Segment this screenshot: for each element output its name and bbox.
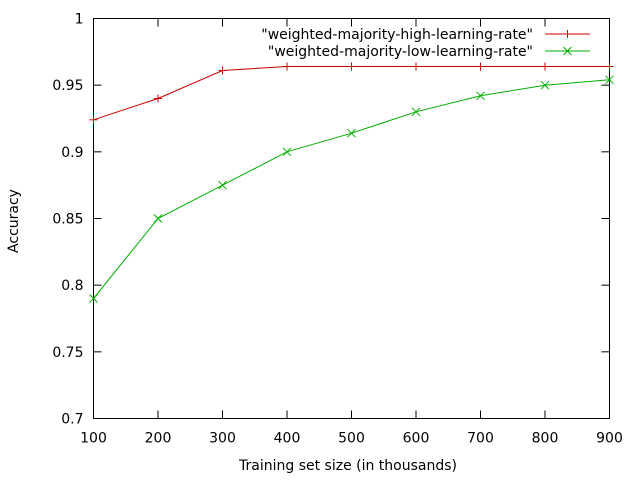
- data-point: [282, 147, 292, 157]
- x-tick-label: 100: [80, 431, 107, 447]
- data-point: [476, 62, 485, 71]
- series-1: [89, 62, 614, 124]
- data-point: [153, 214, 163, 223]
- data-point: [347, 128, 356, 138]
- data-point: [218, 180, 227, 190]
- x-tick-label: 300: [209, 431, 236, 447]
- series-line: [93, 79, 610, 299]
- series-line: [93, 66, 610, 121]
- y-tick-label: 0.8: [61, 278, 83, 294]
- y-tick-label: 0.9: [61, 145, 83, 161]
- y-tick-label: 0.75: [52, 345, 83, 361]
- x-tick-label: 900: [596, 431, 623, 447]
- data-point: [541, 62, 549, 71]
- data-point: [476, 91, 485, 101]
- x-tick-label: 500: [338, 431, 365, 447]
- data-point: [540, 80, 550, 90]
- legend: "weighted-majority-high-learning-rate""w…: [261, 27, 590, 60]
- y-axis-label: Accuracy: [6, 189, 22, 253]
- x-tick-label: 700: [467, 431, 494, 447]
- y-tick-label: 0.7: [61, 412, 83, 428]
- y-tick-label: 0.95: [52, 78, 83, 94]
- data-point: [154, 94, 162, 103]
- data-point: [605, 75, 614, 85]
- x-tick-label: 400: [274, 431, 301, 447]
- data-point: [283, 62, 291, 71]
- data-point: [412, 62, 420, 71]
- data-point: [347, 62, 356, 71]
- axis-ticks: 0.7 0.75 0.8 0.85 0.9 0.95 1 100 200 300 400 500 600…: [52, 12, 623, 447]
- legend-item: "weighted-majority-high-learning-rate": [261, 27, 590, 43]
- y-tick-label: 0.85: [52, 212, 83, 228]
- data-point: [218, 66, 227, 75]
- plot-frame: [93, 18, 610, 419]
- data-point: [89, 294, 98, 303]
- legend-item: "weighted-majority-low-learning-rate": [268, 44, 590, 60]
- y-tick-label: 1: [75, 12, 84, 28]
- x-tick-label: 200: [145, 431, 172, 447]
- series-layer: [89, 62, 614, 303]
- legend-marker: [563, 30, 572, 38]
- data-point: [411, 107, 421, 117]
- legend-marker: [563, 46, 572, 56]
- legend-label: "weighted-majority-high-learning-rate": [261, 27, 533, 43]
- x-tick-label: 800: [532, 431, 559, 447]
- series-2: [89, 75, 614, 303]
- x-tick-label: 600: [403, 431, 430, 447]
- legend-label: "weighted-majority-low-learning-rate": [268, 44, 533, 60]
- x-axis-label: Training set size (in thousands): [238, 458, 457, 474]
- data-point: [89, 115, 98, 124]
- data-point: [605, 62, 614, 71]
